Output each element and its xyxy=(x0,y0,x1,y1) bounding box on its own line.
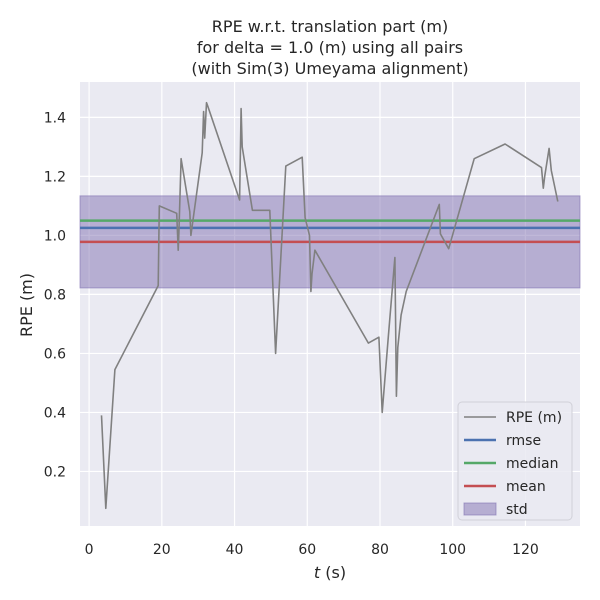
y-tick-label: 0.2 xyxy=(44,464,66,480)
title-line-2: for delta = 1.0 (m) using all pairs xyxy=(197,38,463,57)
x-tick-label: 60 xyxy=(298,542,316,558)
x-axis-label: t (s) xyxy=(314,563,346,582)
y-axis-ticks: 0.2 0.4 0.6 0.8 1.0 1.2 1.4 xyxy=(44,110,66,480)
y-tick-label: 0.8 xyxy=(44,287,66,303)
legend-label: mean xyxy=(506,479,546,495)
y-tick-label: 1.4 xyxy=(44,110,66,126)
reference-lines xyxy=(80,219,580,244)
rpe-series-line xyxy=(100,101,559,510)
legend-swatch xyxy=(463,502,497,516)
y-axis-label: RPE (m) xyxy=(17,273,36,337)
x-axis-label-var: t xyxy=(314,563,321,582)
legend-label: std xyxy=(506,502,528,518)
legend: RPE (m) rmse median mean std xyxy=(457,401,573,521)
series-layer xyxy=(100,101,559,510)
title-line-3: (with Sim(3) Umeyama alignment) xyxy=(191,59,468,78)
legend-label: median xyxy=(506,456,558,472)
y-tick-label: 0.6 xyxy=(44,346,66,362)
x-tick-label: 20 xyxy=(153,542,171,558)
x-tick-label: 80 xyxy=(371,542,389,558)
legend-label: RPE (m) xyxy=(506,410,562,426)
y-tick-label: 1.0 xyxy=(44,228,66,244)
chart-title: RPE w.r.t. translation part (m) for delt… xyxy=(191,17,468,78)
x-axis-ticks: 0 20 40 60 80 100 120 xyxy=(85,542,539,558)
y-tick-label: 0.4 xyxy=(44,405,66,421)
x-tick-label: 100 xyxy=(439,542,466,558)
legend-box xyxy=(457,401,573,521)
x-tick-label: 40 xyxy=(226,542,244,558)
title-line-1: RPE w.r.t. translation part (m) xyxy=(212,17,448,36)
legend-label: rmse xyxy=(506,433,541,449)
x-axis-label-unit: (s) xyxy=(320,563,346,582)
y-tick-label: 1.2 xyxy=(44,169,66,185)
x-tick-label: 0 xyxy=(85,542,94,558)
x-tick-label: 120 xyxy=(512,542,539,558)
